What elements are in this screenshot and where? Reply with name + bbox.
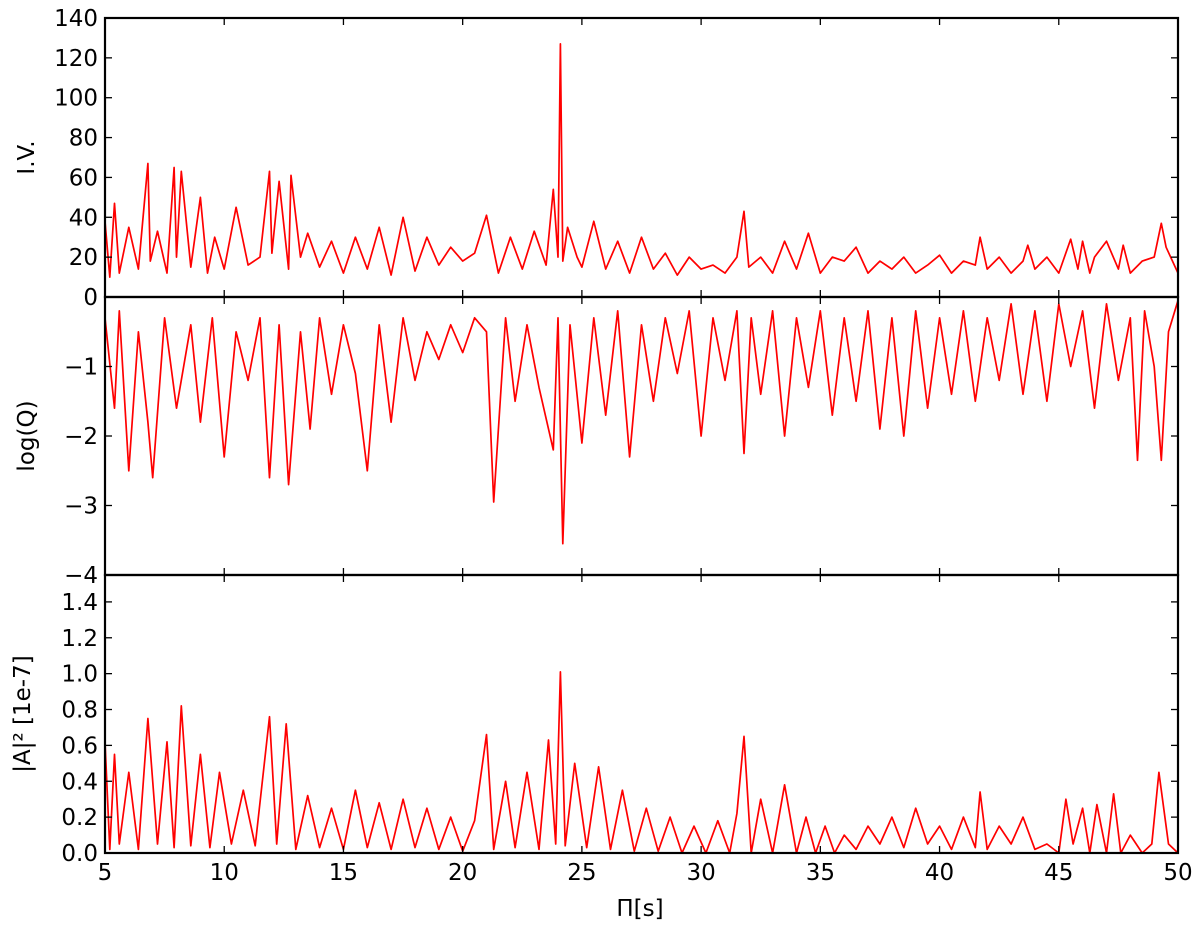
x-tick-label: 5 bbox=[98, 860, 113, 886]
series-line-amp bbox=[104, 671, 1179, 854]
series-line-logq bbox=[104, 300, 1179, 545]
y-tick-label-amp: 0.6 bbox=[61, 733, 98, 759]
y-tick-label-logq: −1 bbox=[64, 355, 98, 381]
y-tick-label-amp: 0.8 bbox=[61, 698, 98, 724]
x-tick-label: 35 bbox=[806, 860, 835, 886]
y-tick-label-iv: 60 bbox=[69, 165, 98, 191]
frame-logq bbox=[103, 295, 1180, 577]
y-tick-label-iv: 40 bbox=[69, 205, 98, 231]
y-tick-label-logq: −3 bbox=[64, 494, 98, 520]
y-tick-label-amp: 0.4 bbox=[61, 769, 98, 795]
y-tick-label-amp: 1.2 bbox=[61, 626, 98, 652]
panel-logq: −4 −3 −2 −1 log(Q) bbox=[14, 295, 1180, 589]
y-tick-label-amp: 0.2 bbox=[61, 805, 98, 831]
y-tick-label-amp: 1.0 bbox=[61, 662, 98, 688]
x-tick-label: 10 bbox=[210, 860, 239, 886]
x-tick-label: 50 bbox=[1163, 860, 1192, 886]
y-tick-label-iv: 80 bbox=[69, 126, 98, 152]
x-tick-label: 20 bbox=[448, 860, 477, 886]
x-tick-label: 45 bbox=[1044, 860, 1073, 886]
y-tick-label-iv: 140 bbox=[54, 6, 98, 32]
y-axis-label-logq: log(Q) bbox=[14, 400, 40, 471]
y-tick-label-iv: 120 bbox=[54, 46, 98, 72]
y-tick-label-logq: −4 bbox=[64, 563, 98, 589]
panels: 020406080100120140I.V.−4−3−2−1log(Q)0.00… bbox=[10, 6, 1193, 886]
y-tick-label-logq: −2 bbox=[64, 424, 98, 450]
x-tick-label: 40 bbox=[925, 860, 954, 886]
y-tick-label-iv: 0 bbox=[83, 285, 98, 311]
panel-iv: 0 20 40 60 80 100 120 140 I.V. bbox=[14, 6, 1180, 311]
series-line-iv bbox=[104, 43, 1179, 278]
panel-amp: 0.0 0.2 0.4 0.6 0.8 1.0 1.2 1.4 |A|² [1e-7] bbox=[10, 573, 1180, 867]
y-tick-label-amp: 0.0 bbox=[61, 841, 98, 867]
x-tick-label: 15 bbox=[329, 860, 358, 886]
y-tick-label-amp: 1.4 bbox=[61, 590, 98, 616]
x-axis-label: Π[s] bbox=[616, 896, 663, 922]
frame-iv bbox=[103, 16, 1180, 299]
x-tick-label: 25 bbox=[567, 860, 596, 886]
y-axis-label-amp: |A|² [1e-7] bbox=[10, 655, 36, 772]
y-axis-label-iv: I.V. bbox=[14, 140, 40, 174]
y-tick-label-iv: 100 bbox=[54, 86, 98, 112]
y-tick-label-iv: 20 bbox=[69, 245, 98, 271]
x-tick-label: 30 bbox=[686, 860, 715, 886]
frame-amp bbox=[103, 573, 1180, 855]
